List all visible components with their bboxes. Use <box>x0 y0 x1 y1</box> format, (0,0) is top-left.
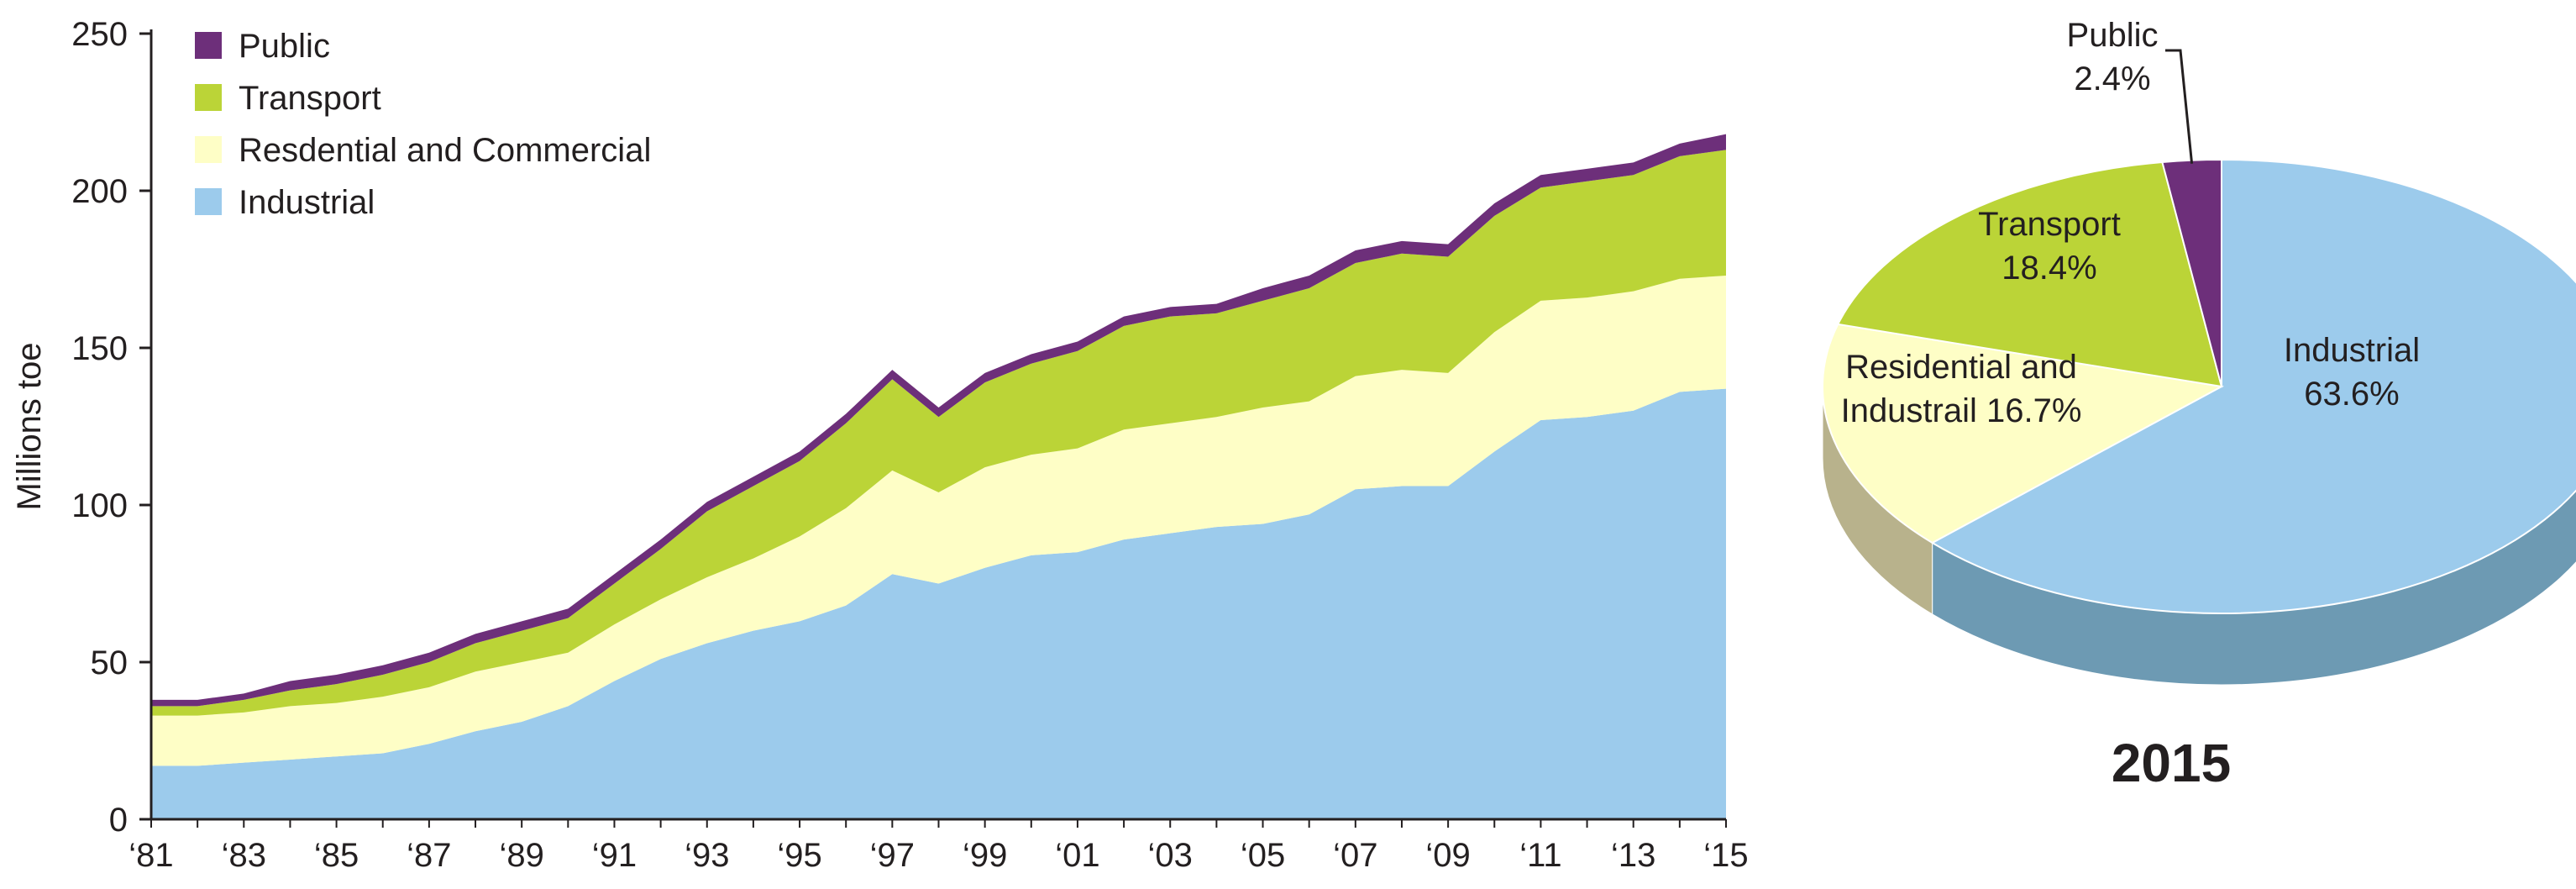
y-tick-label: 200 <box>71 173 128 210</box>
y-tick-label: 150 <box>71 330 128 367</box>
x-tick-label: ‘87 <box>407 837 451 874</box>
y-tick-label: 250 <box>71 16 128 53</box>
x-tick-label: ‘93 <box>685 837 729 874</box>
stacked-area-chart: 0 50 100 150 200 250 ‘81 ‘83 ‘85 ‘87 ‘89 ‘91 ‘93 ‘95… <box>0 0 1764 889</box>
x-tick-label: ‘83 <box>222 837 266 874</box>
x-tick-label: ‘95 <box>777 837 821 874</box>
x-tick-label: ‘09 <box>1425 837 1470 874</box>
y-axis-ticks: 0 50 100 150 200 250 <box>71 16 151 839</box>
x-tick-label: ‘15 <box>1703 837 1748 874</box>
legend-swatch <box>195 188 222 215</box>
legend-swatch <box>195 84 222 111</box>
y-tick-label: 0 <box>109 802 128 839</box>
legend: Public Transport Resdential and Commercial… <box>195 28 651 221</box>
pie-title: 2015 <box>2112 733 2231 793</box>
legend-label: Industrial <box>239 184 375 221</box>
legend-swatch <box>195 32 222 59</box>
pie-chart-3d: Industrial 63.6%Residential and Industrail… <box>1764 0 2576 889</box>
x-axis-ticks: ‘81 ‘83 ‘85 ‘87 ‘89 ‘91 ‘93 ‘95 ‘97 ‘99 ‘01 ‘03 ‘05 ‘… <box>129 819 1748 874</box>
pie-leader-line <box>2165 50 2192 164</box>
legend-label: Resdential and Commercial <box>239 132 651 169</box>
pie-top <box>1823 160 2576 613</box>
area-layers <box>151 134 1726 819</box>
x-tick-label: ‘97 <box>870 837 915 874</box>
x-tick-label: ‘13 <box>1611 837 1655 874</box>
y-tick-label: 50 <box>91 644 129 681</box>
x-tick-label: ‘05 <box>1241 837 1285 874</box>
legend-swatch <box>195 136 222 163</box>
x-tick-label: ‘07 <box>1333 837 1377 874</box>
x-tick-label: ‘99 <box>963 837 1007 874</box>
x-tick-label: ‘85 <box>314 837 359 874</box>
x-tick-label: ‘81 <box>129 837 173 874</box>
pie-label-public: Public 2.4% <box>2067 17 2159 97</box>
x-tick-label: ‘03 <box>1148 837 1193 874</box>
x-tick-label: ‘11 <box>1519 837 1561 874</box>
x-tick-label: ‘89 <box>499 837 543 874</box>
x-tick-label: ‘01 <box>1055 837 1099 874</box>
x-tick-label: ‘91 <box>592 837 637 874</box>
y-tick-label: 100 <box>71 487 128 524</box>
y-axis-title: Millions toe <box>11 342 48 510</box>
legend-label: Transport <box>239 80 381 117</box>
legend-label: Public <box>239 28 330 65</box>
